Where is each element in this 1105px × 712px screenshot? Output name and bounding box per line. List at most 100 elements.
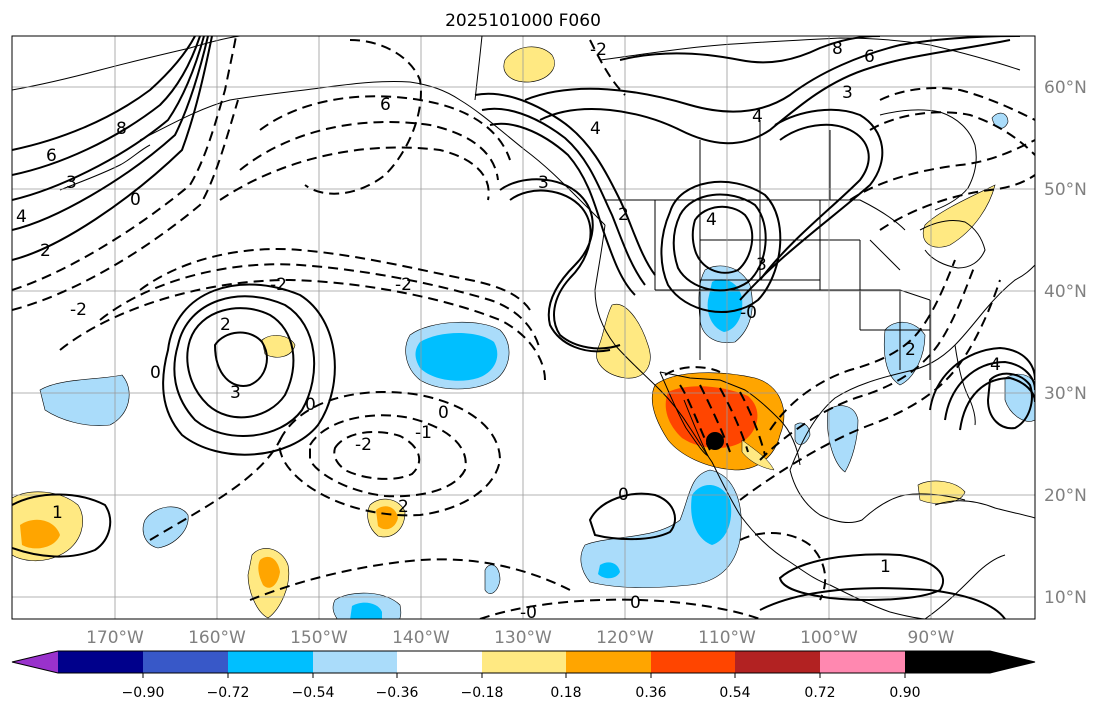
colorbar-bin	[143, 651, 228, 673]
colorbar-bin	[58, 651, 143, 673]
colorbar: −0.90 −0.72 −0.54 −0.36 −0.18 0.18 0.36 …	[11, 650, 1036, 701]
lat-label: 40°N	[1044, 282, 1087, 302]
shade-orange-west-pacific	[20, 519, 60, 549]
colorbar-label: −0.54	[292, 685, 335, 701]
contour-jet-west-5	[12, 36, 213, 261]
contour-neg-gulfak-1	[259, 95, 511, 161]
positive-contours	[12, 36, 1035, 619]
lon-label: 110°W	[698, 628, 756, 648]
colorbar-bin	[228, 651, 313, 673]
coast-central-america	[924, 554, 1006, 619]
border-us-canada	[605, 199, 906, 231]
contour-neg-east-1	[769, 259, 956, 431]
contour-neg-east-2	[759, 264, 976, 461]
contour-label: 0	[630, 593, 641, 613]
shade-positive-hawaii-north	[261, 335, 296, 358]
contour-neg-deep-south	[249, 558, 571, 601]
contour-label: 3	[230, 383, 241, 403]
contour-label: 3	[756, 255, 767, 275]
contour-label: 2	[220, 315, 231, 335]
contour-label: -2	[355, 435, 372, 455]
contour-label: 2	[398, 497, 409, 517]
contour-one-south	[778, 553, 945, 601]
contour-neg-east-3	[739, 279, 1001, 501]
contour-neg-south-2	[309, 414, 467, 498]
contour-label: 6	[46, 146, 57, 166]
contour-zero-east-pacific	[588, 492, 676, 541]
contour-high-center-2	[173, 295, 316, 437]
contour-neg-mid-2	[99, 263, 541, 351]
longitude-labels: 170°W 160°W 150°W 140°W 130°W 120°W 110°…	[86, 628, 955, 648]
map-area: 8 6 3 4 2 0 -2 -2 6 4 3 4 2 8 6 3 4 4 3 …	[12, 36, 1035, 619]
contour-neg-hudson-1	[879, 87, 1035, 121]
lon-label: 100°W	[800, 628, 858, 648]
lon-label: 160°W	[188, 628, 246, 648]
contour-label: 4	[990, 355, 1001, 375]
contour-high-center-3	[162, 283, 336, 456]
contour-label: 1	[52, 503, 63, 523]
lat-label: 10°N	[1044, 588, 1087, 608]
contour-neg-gulfak-ring	[304, 39, 422, 195]
colorbar-label: −0.90	[122, 685, 165, 701]
coast-cuba	[934, 500, 1035, 519]
contour-label: 0	[438, 403, 449, 423]
contour-jet-west-4	[12, 36, 209, 231]
colorbar-bin	[735, 651, 820, 673]
contour-label: -2	[395, 275, 412, 295]
contour-neg-gulf-1	[664, 366, 721, 376]
contour-label: 3	[66, 173, 77, 193]
contour-east-low-1	[929, 346, 1035, 411]
coast-gulf	[789, 264, 1035, 471]
contour-neg-south-outer	[149, 439, 281, 541]
coast-west-us	[594, 224, 926, 619]
colorbar-bin	[313, 651, 397, 673]
contour-jet-west-2	[12, 36, 201, 176]
colorbar-label: 0.90	[889, 685, 920, 701]
contour-ridge-west-2	[481, 107, 646, 286]
chart-title: 2025101000 F060	[445, 11, 601, 31]
lat-label: 20°N	[1044, 486, 1087, 506]
colorbar-label: −0.36	[376, 685, 419, 701]
contour-label: 4	[752, 107, 763, 127]
coast-great-lakes	[919, 219, 986, 269]
contour-east-trough-2	[739, 108, 884, 301]
contour-east-trough-1	[759, 123, 870, 281]
coast-aleutians	[59, 144, 151, 191]
lat-label: 60°N	[1044, 78, 1087, 98]
contour-label: 4	[590, 119, 601, 139]
lat-label: 50°N	[1044, 180, 1087, 200]
lon-label: 150°W	[290, 628, 348, 648]
shade-positive-greatlakes	[923, 184, 996, 248]
lon-label: 170°W	[86, 628, 144, 648]
contour-label: 8	[832, 39, 843, 59]
map-frame	[11, 35, 1036, 620]
colorbar-outline	[11, 650, 1036, 674]
colorbar-bin	[566, 651, 651, 673]
storm-position-marker	[706, 432, 724, 450]
contour-jet-west-1	[12, 36, 196, 151]
contour-neg-mid-1	[139, 248, 531, 311]
coast-baja	[659, 371, 710, 458]
graticule	[12, 36, 1035, 619]
shade-light-gulf-tail	[741, 439, 775, 471]
contour-neg-hudson-2	[869, 111, 1035, 156]
contour-neg-gulf-5	[739, 391, 766, 456]
shade-orange-subtropics	[376, 506, 398, 530]
contour-trough-upper-2	[509, 189, 621, 350]
contour-label: 0	[150, 363, 161, 383]
contour-neg-gulf-3	[699, 384, 731, 453]
lon-label: 120°W	[596, 628, 654, 648]
colorbar-label: 0.54	[719, 685, 750, 701]
shade-negative-central-core	[415, 333, 498, 381]
contour-label: -2	[70, 300, 87, 320]
shade-negative-east-pacific-spot	[598, 562, 620, 579]
contour-labels: 8 6 3 4 2 0 -2 -2 6 4 3 4 2 8 6 3 4 4 3 …	[16, 39, 1001, 619]
contour-label: 2	[905, 340, 916, 360]
contour-label: 4	[706, 210, 717, 230]
contour-label: 0	[618, 485, 629, 505]
shade-negative-south-core	[350, 602, 382, 619]
contour-neg-zero-north	[589, 39, 626, 96]
contour-label: 6	[864, 47, 875, 67]
contour-neg-gulfak-2	[239, 121, 499, 181]
